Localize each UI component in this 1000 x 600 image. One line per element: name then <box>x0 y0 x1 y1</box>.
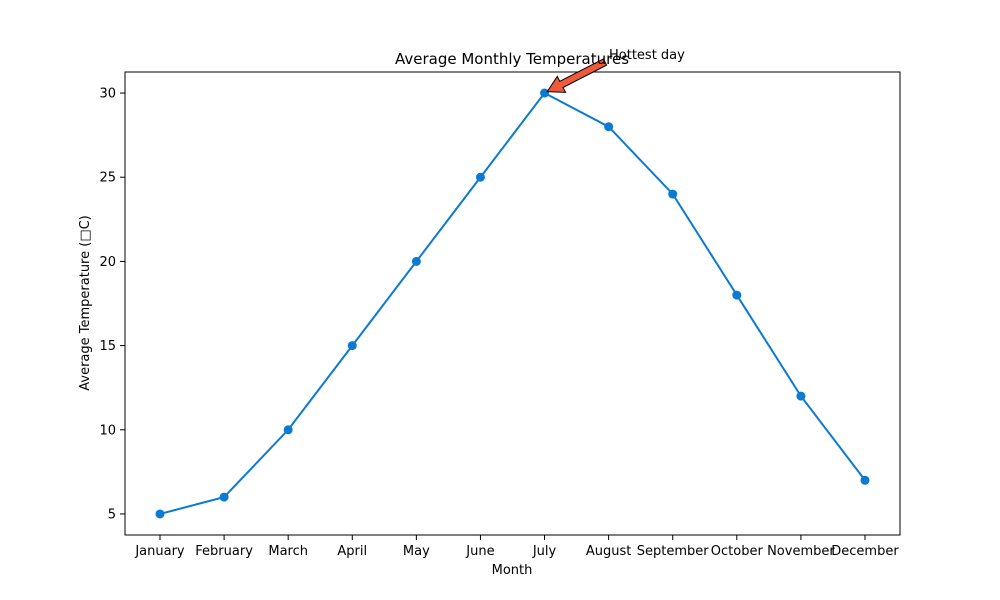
annotation: Hottest day <box>546 48 685 93</box>
x-tick-label: November <box>767 544 835 559</box>
x-tick-label: October <box>711 544 764 559</box>
x-tick-label: May <box>403 544 430 559</box>
annotation-label: Hottest day <box>609 48 685 63</box>
y-tick-label: 15 <box>99 339 116 354</box>
x-tick-label: December <box>831 544 899 559</box>
y-tick-label: 5 <box>108 507 116 522</box>
y-tick-label: 25 <box>99 171 116 186</box>
x-tick-label: April <box>337 544 367 559</box>
x-tick-label: January <box>134 544 185 559</box>
data-point <box>860 475 870 485</box>
series-group <box>155 88 870 519</box>
x-axis: January February March April May June July Augu… <box>134 535 899 559</box>
data-point <box>668 189 678 199</box>
data-point <box>732 290 742 300</box>
data-point <box>347 341 357 351</box>
x-tick-label: February <box>195 544 253 559</box>
y-tick-label: 20 <box>99 255 116 270</box>
plot-frame <box>124 71 901 536</box>
x-tick-label: March <box>268 544 308 559</box>
data-point <box>411 256 421 266</box>
y-axis: 5 10 15 20 25 30 <box>99 87 125 522</box>
plot-area <box>125 72 900 535</box>
data-point <box>219 492 229 502</box>
x-axis-label: Month <box>492 563 533 578</box>
data-point <box>604 122 614 132</box>
y-tick-label: 30 <box>99 87 116 102</box>
y-tick-label: 10 <box>99 423 116 438</box>
x-tick-label: June <box>465 544 494 559</box>
chart-title: Average Monthly Temperatures <box>395 50 629 68</box>
data-point <box>283 425 293 435</box>
x-tick-label: August <box>586 544 632 559</box>
y-axis-label: Average Temperature (□C) <box>78 215 93 391</box>
series-line <box>159 91 866 515</box>
x-tick-label: July <box>532 544 557 559</box>
data-point <box>540 88 550 98</box>
data-point <box>796 391 806 401</box>
x-tick-label: September <box>637 544 710 559</box>
annotation-arrow <box>546 58 608 93</box>
data-point <box>475 172 485 182</box>
data-point <box>155 509 165 519</box>
